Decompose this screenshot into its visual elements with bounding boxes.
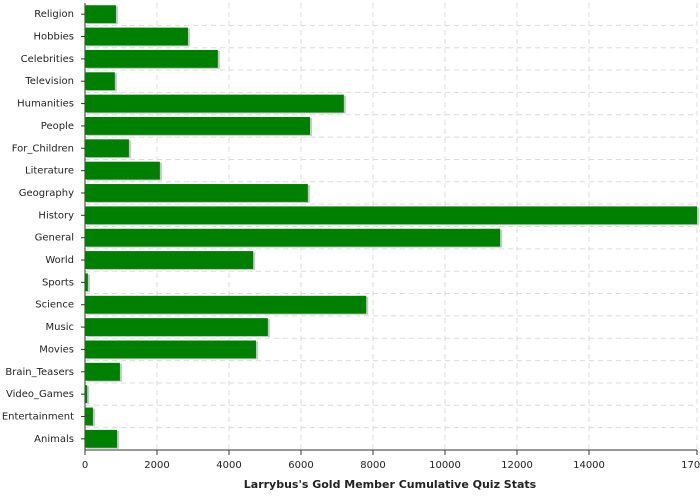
x-tick-label: 10000 — [429, 460, 461, 471]
y-tick-label: Brain_Teasers — [5, 367, 74, 378]
x-tick-label: 0 — [82, 460, 88, 471]
x-tick-label: 4000 — [216, 460, 241, 471]
y-tick-label: Hobbies — [34, 32, 74, 43]
bar — [85, 318, 268, 337]
y-tick-label: Celebrities — [21, 54, 74, 65]
bar — [85, 429, 118, 448]
y-tick-label: For_Children — [12, 143, 74, 154]
bar — [85, 94, 344, 113]
x-tick-label: 6000 — [288, 460, 313, 471]
y-tick-label: Religion — [34, 9, 74, 20]
y-tick-label: Entertainment — [2, 411, 74, 422]
bar — [85, 340, 256, 359]
bar — [85, 407, 93, 426]
bar — [85, 72, 115, 91]
y-tick-label: Literature — [25, 166, 74, 177]
bar — [85, 139, 129, 158]
x-tick-label: 2000 — [144, 460, 169, 471]
x-tick-label: 8000 — [360, 460, 385, 471]
y-tick-label: Television — [24, 76, 74, 87]
y-tick-label: Video_Games — [6, 389, 74, 400]
x-tick-label: 17000 — [681, 460, 700, 471]
bar — [85, 184, 308, 202]
bar — [85, 161, 160, 180]
y-tick-label: Science — [35, 300, 74, 311]
bar-shadow — [87, 386, 90, 405]
bar — [85, 362, 120, 381]
bar — [85, 273, 88, 292]
y-tick-label: General — [35, 233, 74, 244]
x-tick-label: 14000 — [573, 460, 605, 471]
y-tick-label: World — [45, 255, 74, 266]
bar — [85, 228, 501, 247]
bar — [85, 251, 254, 269]
y-tick-label: History — [38, 210, 74, 221]
bar — [85, 206, 697, 225]
bar — [85, 5, 116, 24]
bar — [85, 385, 88, 404]
bar — [85, 116, 310, 135]
y-tick-label: Music — [46, 322, 74, 333]
x-tick-label: 12000 — [501, 460, 533, 471]
y-tick-label: Movies — [39, 344, 74, 355]
chart-title: Larrybus's Gold Member Cumulative Quiz S… — [244, 478, 537, 491]
bar — [85, 49, 218, 68]
bar-shadow — [87, 274, 90, 293]
y-tick-label: Sports — [42, 277, 74, 288]
y-tick-label: Humanities — [17, 99, 74, 110]
y-tick-label: Animals — [34, 434, 74, 445]
y-tick-label: Geography — [19, 188, 74, 199]
bar — [85, 27, 188, 46]
y-tick-label: People — [41, 121, 74, 132]
bar — [85, 295, 367, 314]
